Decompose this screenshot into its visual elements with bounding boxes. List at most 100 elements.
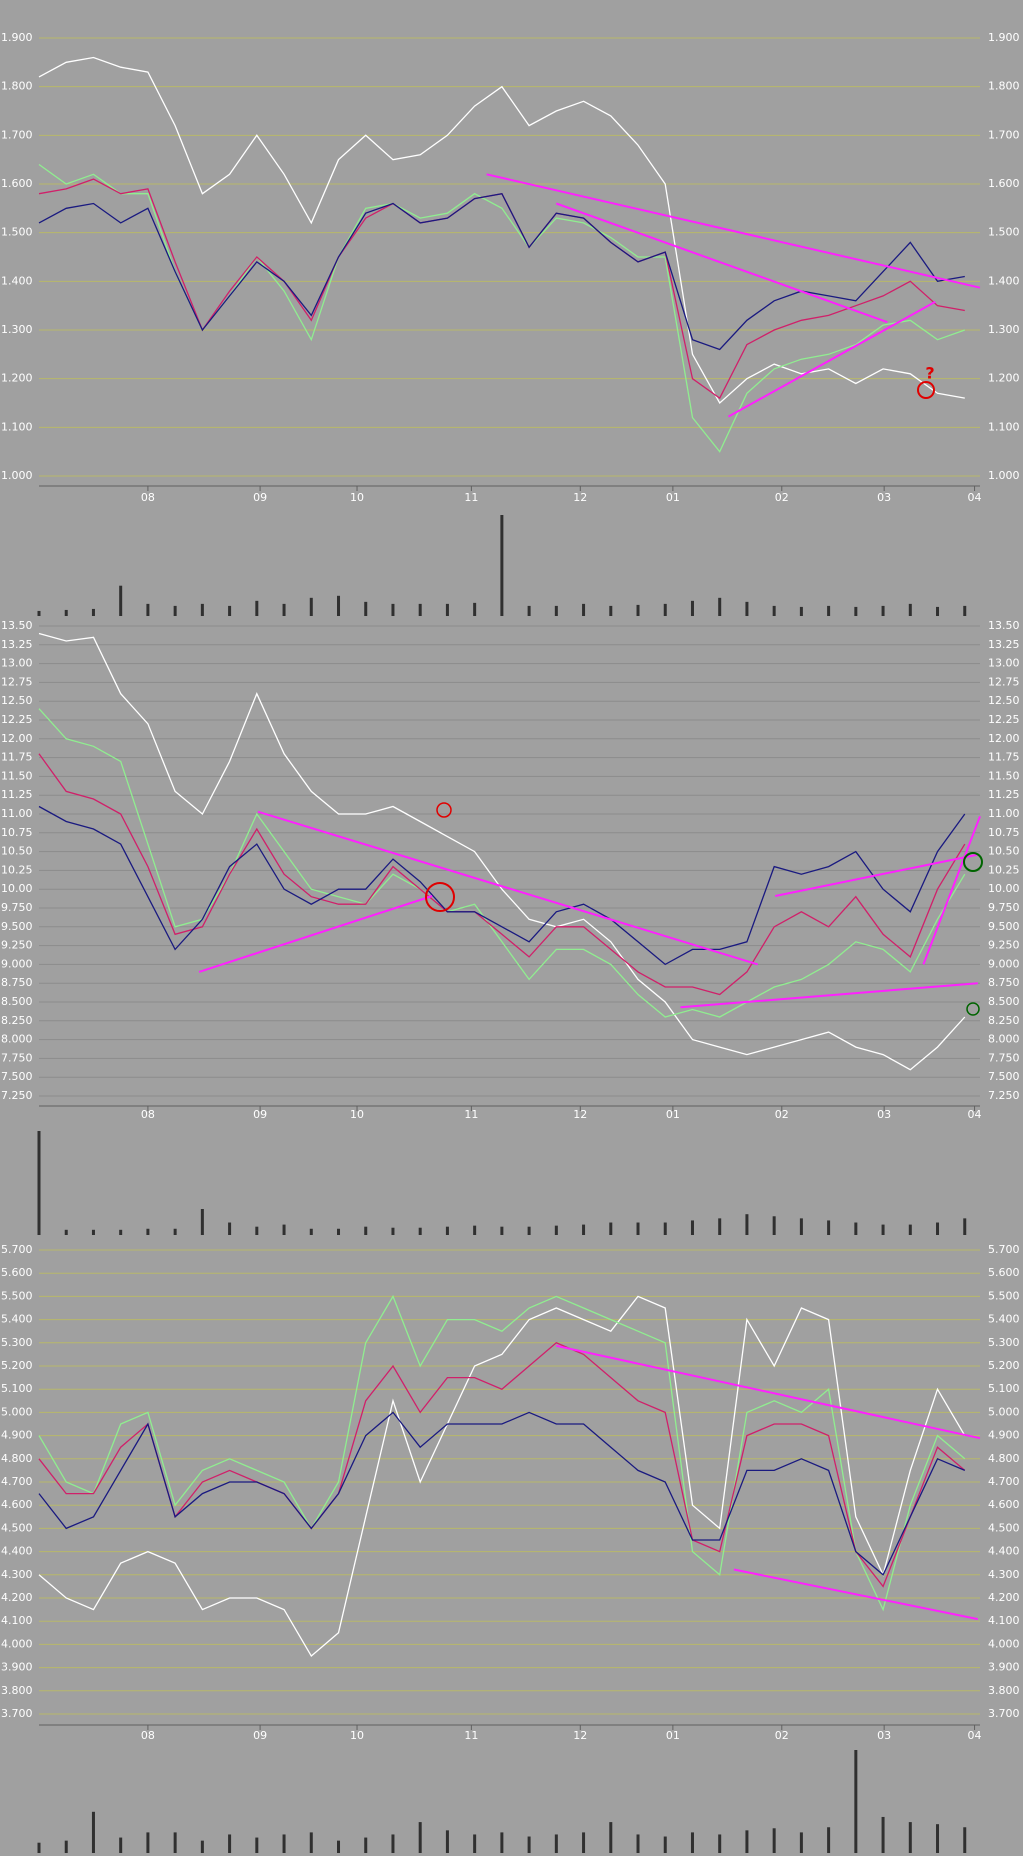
- volume-bar: [91, 1229, 95, 1235]
- y-tick-label: 5.500: [1, 1289, 33, 1302]
- trend-line: [680, 982, 978, 1009]
- volume-bar: [445, 1226, 449, 1235]
- annotation-circle: [966, 1002, 980, 1016]
- x-tick-label: 10: [350, 1729, 364, 1742]
- y-tick-label: 4.800: [988, 1452, 1020, 1465]
- y-tick-label: 9.500: [988, 920, 1020, 933]
- volume-bar: [554, 1225, 558, 1235]
- volume-bar: [827, 1827, 831, 1853]
- volume-bar: [854, 606, 858, 616]
- volume-bar: [146, 1832, 150, 1853]
- x-tick-label: 01: [666, 1729, 680, 1742]
- y-tick-label: 12.00: [1, 732, 33, 745]
- volume-bar: [146, 1228, 150, 1235]
- y-tick-label: 11.50: [1, 769, 33, 782]
- y-tick-label: 4.200: [1, 1591, 33, 1604]
- y-tick-label: 4.800: [1, 1452, 33, 1465]
- volume-bar: [364, 1226, 368, 1235]
- volume-bar: [255, 600, 259, 616]
- annotation-circle: [963, 852, 983, 872]
- volume-bar: [936, 1222, 940, 1235]
- volume-bar: [282, 1224, 286, 1235]
- y-tick-label: 9.000: [1, 957, 33, 970]
- volume-bar: [228, 1222, 232, 1235]
- volume-bar: [609, 1822, 613, 1853]
- y-tick-label: 1.600: [1, 177, 33, 190]
- volume-bar: [718, 1218, 722, 1235]
- volume-bar: [745, 1830, 749, 1853]
- y-tick-label: 4.100: [1, 1614, 33, 1627]
- y-tick-label: 11.75: [988, 751, 1020, 764]
- volume-bar: [636, 1222, 640, 1235]
- volume-bar: [854, 1750, 858, 1853]
- x-tick-label: 11: [464, 1729, 478, 1742]
- series-line: [38, 805, 966, 966]
- volume-bar: [473, 602, 477, 616]
- trend-line: [198, 895, 433, 973]
- y-tick-label: 10.50: [1, 845, 33, 858]
- volume-bar: [64, 609, 68, 616]
- volume-bar: [500, 1832, 504, 1853]
- y-tick-label: 10.75: [1, 826, 33, 839]
- volume-bar: [772, 1216, 776, 1235]
- y-tick-label: 10.00: [988, 882, 1020, 895]
- annotation-circle: [436, 802, 452, 818]
- x-tick-label: 09: [253, 1729, 267, 1742]
- y-tick-label: 5.000: [1, 1405, 33, 1418]
- volume-bar: [772, 605, 776, 616]
- x-tick-label: 03: [877, 1108, 891, 1121]
- x-tick-label: 01: [666, 1108, 680, 1121]
- y-tick-label: 12.75: [988, 675, 1020, 688]
- y-tick-label: 8.250: [1, 1014, 33, 1027]
- x-tick-label: 12: [573, 1108, 587, 1121]
- series-line: [38, 708, 966, 1018]
- volume-bar: [255, 1226, 259, 1235]
- y-tick-label: 5.000: [988, 1405, 1020, 1418]
- y-tick-label: 11.50: [988, 769, 1020, 782]
- x-tick-label: 10: [350, 491, 364, 504]
- x-tick-label: 09: [253, 491, 267, 504]
- y-tick-label: 8.750: [1, 976, 33, 989]
- volume-bar: [772, 1828, 776, 1853]
- volume-bar: [527, 1226, 531, 1235]
- y-tick-label: 1.000: [1, 469, 33, 482]
- y-tick-label: 10.00: [1, 882, 33, 895]
- y-tick-label: 8.250: [988, 1014, 1020, 1027]
- y-tick-label: 1.500: [988, 226, 1020, 239]
- volume-bar: [337, 1228, 341, 1235]
- volume-bar: [554, 605, 558, 616]
- volume-bar: [554, 1834, 558, 1853]
- y-tick-label: 4.400: [1, 1545, 33, 1558]
- trend-line: [733, 1568, 978, 1621]
- y-tick-label: 1.900: [988, 31, 1020, 44]
- y-tick-label: 5.700: [1, 1243, 33, 1256]
- series-line: [38, 192, 965, 351]
- x-tick-label: 12: [573, 1729, 587, 1742]
- volume-bar: [200, 1209, 204, 1235]
- volume-bar: [690, 600, 694, 616]
- y-tick-label: 1.200: [988, 372, 1020, 385]
- volume-bar: [908, 603, 912, 616]
- y-tick-label: 4.200: [988, 1591, 1020, 1604]
- volume-bar: [799, 1832, 803, 1853]
- y-tick-label: 1.600: [988, 177, 1020, 190]
- trend-line: [555, 202, 888, 324]
- volume-bar: [799, 606, 803, 616]
- annotation-circle: [425, 882, 455, 912]
- x-tick-label: 12: [573, 491, 587, 504]
- volume-bar: [936, 1824, 940, 1853]
- volume-bar: [364, 1837, 368, 1853]
- x-tick-label: 09: [253, 1108, 267, 1121]
- y-tick-label: 5.100: [988, 1382, 1020, 1395]
- y-tick-label: 9.750: [988, 901, 1020, 914]
- volume-bar: [309, 1832, 313, 1853]
- y-tick-label: 3.800: [988, 1684, 1020, 1697]
- volume-bar: [745, 601, 749, 616]
- volume-bar: [500, 1226, 504, 1235]
- y-tick-label: 5.300: [988, 1336, 1020, 1349]
- volume-bar: [173, 1228, 177, 1235]
- y-tick-label: 7.250: [988, 1089, 1020, 1102]
- trend-line: [486, 173, 981, 289]
- y-tick-label: 9.500: [1, 920, 33, 933]
- volume-bar: [690, 1832, 694, 1853]
